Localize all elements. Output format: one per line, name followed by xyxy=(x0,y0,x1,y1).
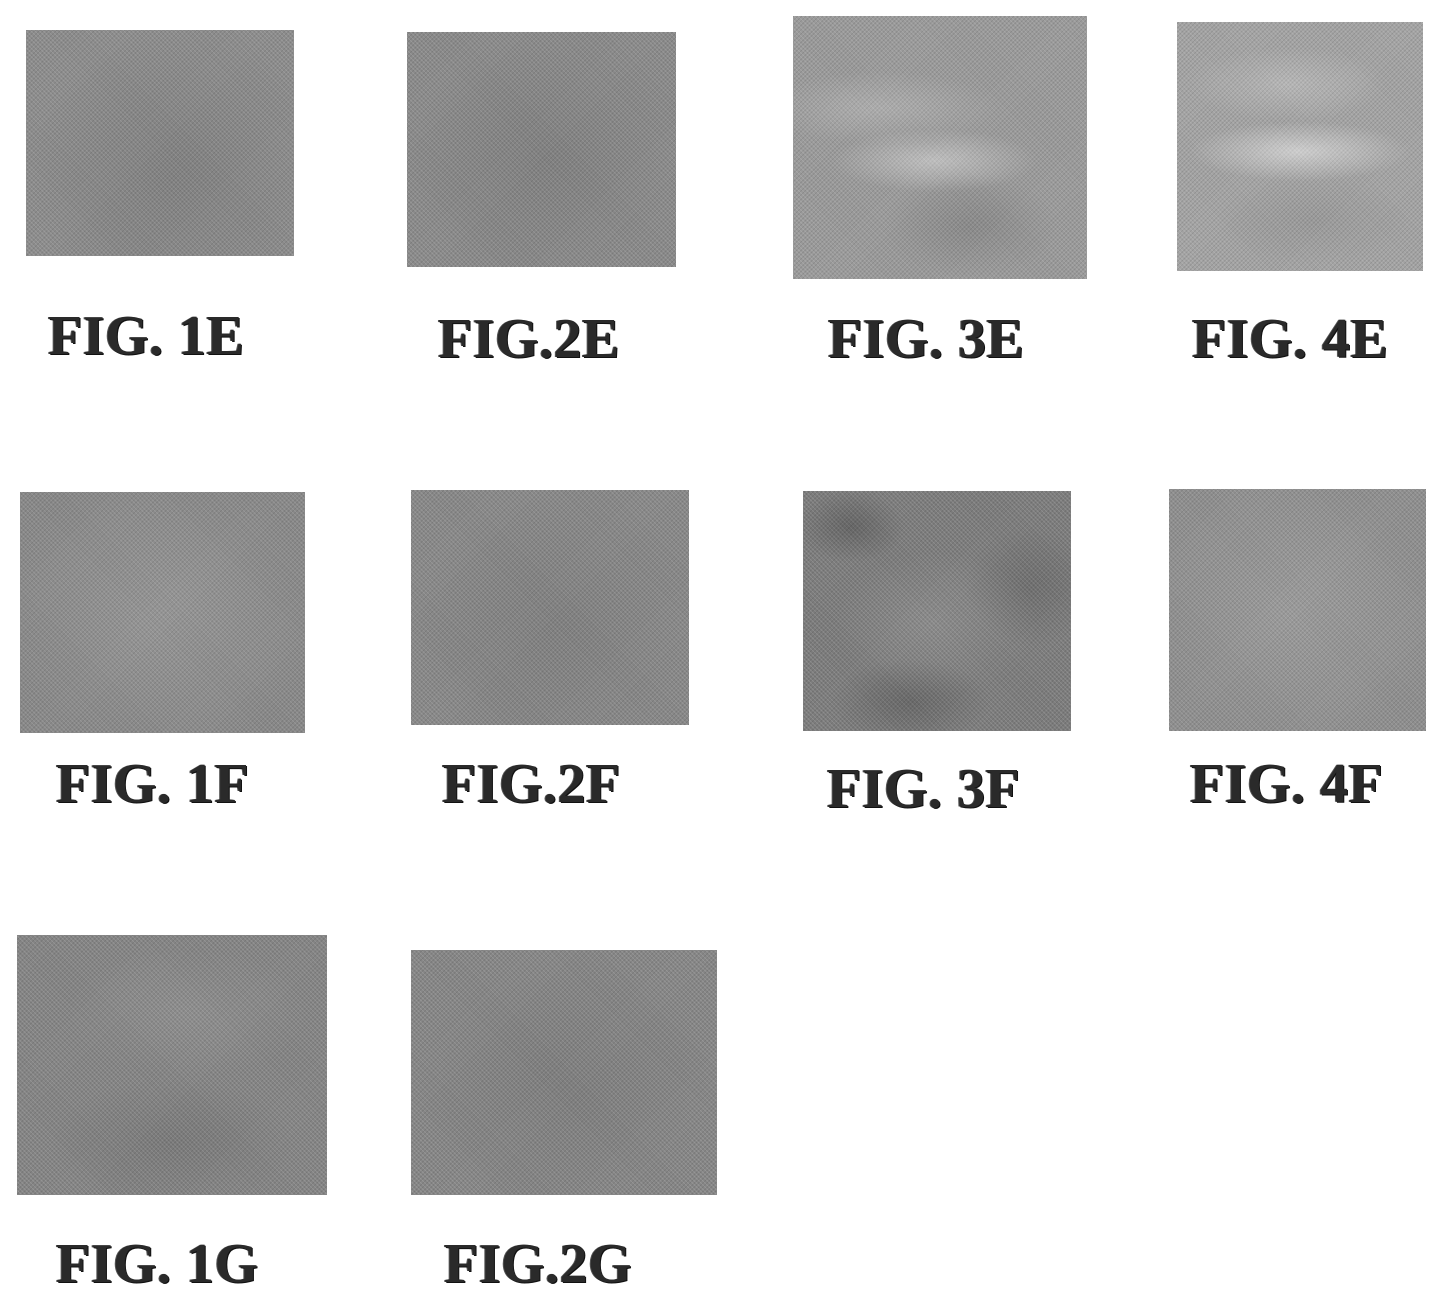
figure-4f-image xyxy=(1169,489,1426,731)
figure-1e-image xyxy=(26,30,294,256)
figure-2g-caption: FIG.2G xyxy=(444,1236,632,1292)
figure-2f-image xyxy=(411,490,689,725)
figure-4e-image xyxy=(1177,22,1423,271)
figure-1f-caption: FIG. 1F xyxy=(56,756,249,812)
figure-1e-caption: FIG. 1E xyxy=(48,308,244,364)
figure-3f-caption: FIG. 3F xyxy=(827,761,1020,817)
figure-1g-caption: FIG. 1G xyxy=(56,1236,259,1292)
figure-1f-image xyxy=(20,492,305,733)
figure-2e-caption: FIG.2E xyxy=(438,311,620,367)
figure-4f-caption: FIG. 4F xyxy=(1190,756,1383,812)
figure-4e-caption: FIG. 4E xyxy=(1192,311,1388,367)
figure-3e-caption: FIG. 3E xyxy=(828,311,1024,367)
figure-2f-caption: FIG.2F xyxy=(442,756,621,812)
figure-1g-image xyxy=(17,935,327,1195)
figure-3e-image xyxy=(793,16,1087,279)
figure-3f-image xyxy=(803,491,1071,731)
figure-2e-image xyxy=(407,32,676,267)
figure-2g-image xyxy=(411,950,717,1195)
